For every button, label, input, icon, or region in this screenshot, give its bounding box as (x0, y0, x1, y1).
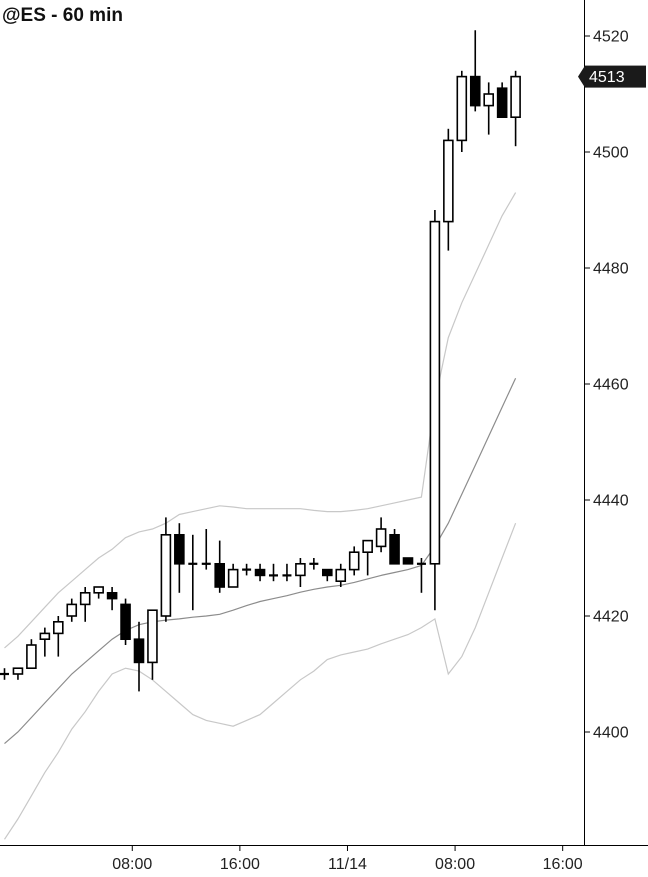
candle-body (147, 609, 158, 664)
candle (133, 621, 145, 692)
last-price-label: 4513 (578, 65, 646, 88)
candle (269, 563, 278, 582)
chart-title: @ES - 60 min (2, 5, 123, 26)
candle (429, 210, 441, 611)
y-tick-label: 4440 (593, 493, 629, 510)
candle-body (335, 568, 347, 582)
candle (362, 539, 373, 576)
candle (402, 557, 414, 565)
candle (0, 668, 9, 680)
candle-body (93, 586, 104, 594)
candle (254, 563, 266, 582)
y-tick-label: 4480 (593, 261, 629, 278)
last-price-value: 4513 (589, 69, 625, 86)
candle (321, 568, 333, 582)
candle-body (483, 93, 495, 107)
y-tick-label: 4420 (593, 609, 629, 626)
candle (93, 586, 104, 599)
candle (416, 558, 426, 593)
candle-body (52, 620, 64, 635)
candle-body (26, 644, 37, 670)
lower-band-line (3, 522, 517, 840)
candle (52, 616, 64, 657)
candle-body (66, 603, 78, 617)
candle (227, 563, 239, 588)
candle-body (456, 75, 468, 142)
x-tick-label: 08:00 (435, 856, 475, 873)
candle (456, 70, 468, 152)
candle (106, 587, 118, 611)
candle-body (429, 220, 441, 565)
x-tick-label: 16:00 (220, 856, 260, 873)
y-tick-label: 4460 (593, 377, 629, 394)
candle (282, 563, 292, 582)
candle-body (214, 562, 225, 588)
candle (120, 598, 131, 645)
candle-body (469, 75, 481, 107)
candle (12, 667, 24, 680)
candle (66, 598, 78, 622)
candle (242, 563, 252, 576)
last-price-box (585, 65, 646, 88)
candle (335, 563, 347, 587)
candle (174, 523, 185, 593)
candle (483, 82, 495, 135)
candle (188, 534, 198, 611)
candle (469, 30, 481, 112)
candle (79, 587, 91, 622)
candle (443, 128, 454, 251)
candle (26, 639, 37, 670)
candles (0, 30, 521, 692)
candle-body (402, 557, 414, 565)
candle-body (510, 75, 521, 118)
x-axis: 08:00 16:00 11/14 08:00 16:00 (112, 845, 583, 873)
x-tick-label: 11/14 (328, 856, 367, 873)
candle-body (120, 603, 131, 641)
candle (309, 558, 319, 570)
y-axis: 4400 4420 4440 4460 4480 4500 4520 (584, 29, 629, 742)
candle-body (321, 568, 333, 577)
candle-body (227, 568, 239, 588)
x-tick-label: 08:00 (112, 856, 152, 873)
candle-body (362, 539, 373, 553)
y-tick-label: 4520 (593, 29, 629, 46)
candle (147, 609, 158, 680)
last-price-pointer (578, 65, 585, 88)
candle (214, 540, 225, 593)
candle-body (496, 87, 508, 118)
candle (389, 529, 400, 565)
candle (160, 517, 172, 622)
candle-body (160, 533, 172, 617)
candle-body (106, 591, 118, 600)
candle-body (79, 591, 91, 606)
y-tick-label: 4400 (593, 725, 629, 742)
candle (295, 558, 306, 587)
candle-body (295, 562, 306, 577)
candle-body (348, 551, 360, 571)
x-tick-label: 16:00 (543, 856, 583, 873)
candle-body (174, 533, 185, 565)
candle (510, 70, 521, 147)
y-tick-label: 4500 (593, 145, 629, 162)
candle-body (133, 638, 145, 664)
candle (39, 627, 51, 657)
candle (201, 529, 211, 570)
candle (348, 546, 360, 576)
candle-body (443, 139, 454, 223)
candle-body (39, 632, 51, 641)
candle (375, 517, 387, 553)
candle-body (254, 568, 266, 577)
candle-body (12, 667, 24, 675)
candle-body (375, 528, 387, 548)
candle (496, 82, 508, 118)
candle-body (389, 533, 400, 565)
